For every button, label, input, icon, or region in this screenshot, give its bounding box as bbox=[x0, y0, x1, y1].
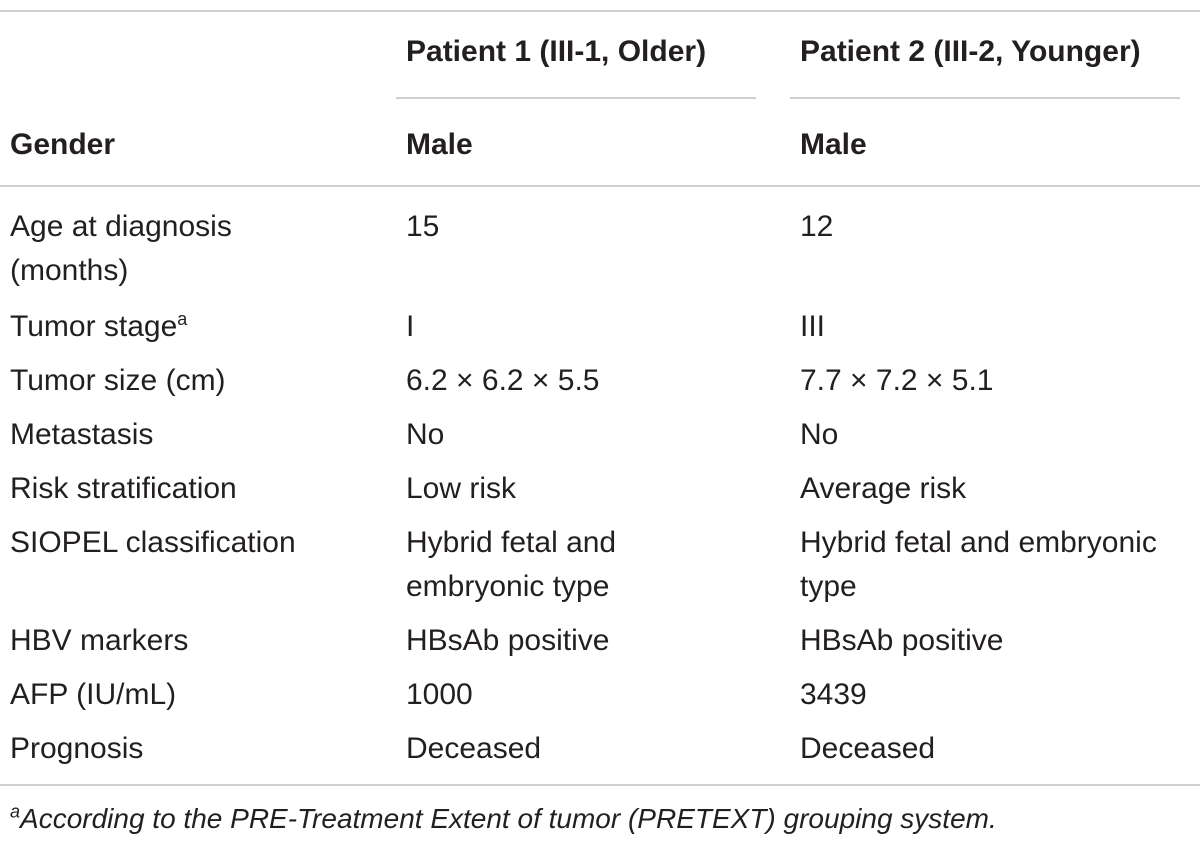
label-superscript: a bbox=[177, 309, 188, 329]
table-cell: Average risk bbox=[800, 472, 967, 505]
table-cell: Hybrid fetal and bbox=[406, 526, 617, 559]
column-header-patient-1: Patient 1 (III-1, Older) bbox=[406, 35, 707, 68]
table-cell: 6.2 × 6.2 × 5.5 bbox=[406, 364, 600, 397]
row-label-gender: Gender bbox=[10, 128, 116, 161]
row-label: Tumor size (cm) bbox=[10, 364, 226, 397]
row-label: Age at diagnosis bbox=[10, 210, 232, 243]
gender-patient-1: Male bbox=[406, 128, 473, 161]
row-label: HBV markers bbox=[10, 624, 189, 657]
row-label: Metastasis bbox=[10, 418, 154, 451]
row-label: Risk stratification bbox=[10, 472, 237, 505]
table-cell: 7.7 × 7.2 × 5.1 bbox=[800, 364, 994, 397]
row-label: SIOPEL classification bbox=[10, 526, 296, 559]
row-label: (months) bbox=[10, 254, 129, 287]
footnote-mark: a bbox=[10, 801, 21, 822]
table-bottom-rule bbox=[0, 784, 1200, 786]
row-label: Prognosis bbox=[10, 732, 144, 765]
table-cell: Deceased bbox=[406, 732, 542, 765]
table-cell: Deceased bbox=[800, 732, 936, 765]
table-cell: HBsAb positive bbox=[406, 624, 610, 657]
table-cell: 12 bbox=[800, 210, 834, 243]
table-cell: 1000 bbox=[406, 678, 473, 711]
table-cell: embryonic type bbox=[406, 570, 610, 603]
gender-patient-2: Male bbox=[800, 128, 867, 161]
table-cell: III bbox=[800, 310, 826, 343]
table-header-bottom-rule bbox=[0, 185, 1200, 187]
column-header-patient-2: Patient 2 (III-2, Younger) bbox=[800, 35, 1141, 68]
table-cell: Hybrid fetal and embryonic bbox=[800, 526, 1157, 559]
table-cell: 3439 bbox=[800, 678, 867, 711]
row-label: Tumor stagea bbox=[10, 309, 188, 343]
table-top-rule bbox=[0, 10, 1200, 12]
column-header-rule-1 bbox=[396, 97, 756, 99]
column-header-rule-2 bbox=[790, 97, 1180, 99]
table-cell: Low risk bbox=[406, 472, 517, 505]
table-footnote: aAccording to the PRE-Treatment Extent o… bbox=[10, 803, 997, 835]
table-cell: I bbox=[406, 310, 415, 343]
row-label: AFP (IU/mL) bbox=[10, 678, 177, 711]
table-cell: No bbox=[800, 418, 839, 451]
table-cell: 15 bbox=[406, 210, 440, 243]
footnote-text: According to the PRE-Treatment Extent of… bbox=[20, 803, 997, 834]
table-cell: HBsAb positive bbox=[800, 624, 1004, 657]
table-cell: No bbox=[406, 418, 445, 451]
table-cell: type bbox=[800, 570, 857, 603]
